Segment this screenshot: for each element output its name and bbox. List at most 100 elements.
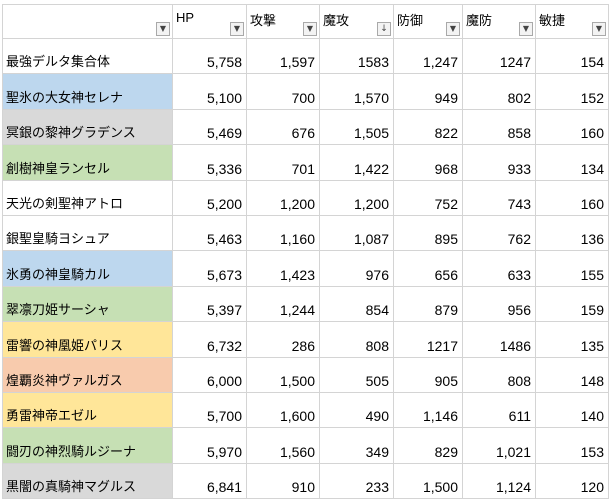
stat-cell[interactable]: 700 [246, 73, 320, 110]
filter-dropdown-icon[interactable]: ▼ [519, 22, 533, 36]
stat-cell[interactable]: 656 [393, 250, 463, 287]
stat-cell[interactable]: 1,500 [246, 356, 320, 393]
stat-cell[interactable]: 286 [246, 321, 320, 358]
stat-cell[interactable]: 956 [462, 285, 536, 323]
character-name-cell[interactable]: 冥銀の黎神グラデンス [2, 108, 173, 146]
stat-cell[interactable]: 140 [535, 391, 609, 429]
stat-cell[interactable]: 5,673 [172, 250, 247, 287]
stat-cell[interactable]: 1583 [319, 37, 394, 75]
character-name-cell[interactable]: 氷勇の神皇騎カル [2, 250, 173, 287]
stat-cell[interactable]: 148 [535, 356, 609, 393]
header-cell-attack[interactable]: 攻撃 ▼ [246, 4, 320, 39]
stat-cell[interactable]: 1,247 [393, 37, 463, 75]
stat-cell[interactable]: 160 [535, 108, 609, 146]
character-name-cell[interactable]: 雷響の神凰姫パリス [2, 321, 173, 358]
stat-cell[interactable]: 1,200 [246, 179, 320, 216]
stat-cell[interactable]: 1,124 [462, 462, 536, 499]
stat-cell[interactable]: 160 [535, 179, 609, 216]
character-name-cell[interactable]: 煌覇炎神ヴァルガス [2, 356, 173, 393]
stat-cell[interactable]: 879 [393, 285, 463, 323]
header-cell-agility[interactable]: 敏捷 ▼ [535, 4, 609, 39]
stat-cell[interactable]: 701 [246, 144, 320, 181]
stat-cell[interactable]: 976 [319, 250, 394, 287]
stat-cell[interactable]: 895 [393, 214, 463, 252]
stat-cell[interactable]: 155 [535, 250, 609, 287]
character-name-cell[interactable]: 創樹神皇ランセル [2, 144, 173, 181]
stat-cell[interactable]: 5,700 [172, 391, 247, 429]
filter-dropdown-icon[interactable]: ▼ [446, 22, 460, 36]
stat-cell[interactable]: 611 [462, 391, 536, 429]
character-name-cell[interactable]: 最強デルタ集合体 [2, 37, 173, 75]
stat-cell[interactable]: 808 [319, 321, 394, 358]
stat-cell[interactable]: 1,021 [462, 427, 536, 464]
stat-cell[interactable]: 233 [319, 462, 394, 499]
stat-cell[interactable]: 5,463 [172, 214, 247, 252]
stat-cell[interactable]: 910 [246, 462, 320, 499]
stat-cell[interactable]: 752 [393, 179, 463, 216]
stat-cell[interactable]: 159 [535, 285, 609, 323]
stat-cell[interactable]: 505 [319, 356, 394, 393]
stat-cell[interactable]: 1,200 [319, 179, 394, 216]
stat-cell[interactable]: 1,597 [246, 37, 320, 75]
stat-cell[interactable]: 829 [393, 427, 463, 464]
stat-cell[interactable]: 1,570 [319, 73, 394, 110]
stat-cell[interactable]: 1486 [462, 321, 536, 358]
stat-cell[interactable]: 1,422 [319, 144, 394, 181]
stat-cell[interactable]: 5,397 [172, 285, 247, 323]
header-cell-name[interactable]: ▼ [2, 4, 173, 39]
stat-cell[interactable]: 633 [462, 250, 536, 287]
stat-cell[interactable]: 933 [462, 144, 536, 181]
stat-cell[interactable]: 1,505 [319, 108, 394, 146]
stat-cell[interactable]: 153 [535, 427, 609, 464]
stat-cell[interactable]: 808 [462, 356, 536, 393]
stat-cell[interactable]: 1,500 [393, 462, 463, 499]
filter-dropdown-icon[interactable]: ▼ [303, 22, 317, 36]
stat-cell[interactable]: 1,244 [246, 285, 320, 323]
stat-cell[interactable]: 1,423 [246, 250, 320, 287]
header-cell-hp[interactable]: HP ▼ [172, 4, 247, 39]
stat-cell[interactable]: 1217 [393, 321, 463, 358]
stat-cell[interactable]: 134 [535, 144, 609, 181]
stat-cell[interactable]: 1,087 [319, 214, 394, 252]
stat-cell[interactable]: 349 [319, 427, 394, 464]
character-name-cell[interactable]: 天光の剣聖神アトロ [2, 179, 173, 216]
stat-cell[interactable]: 5,970 [172, 427, 247, 464]
stat-cell[interactable]: 762 [462, 214, 536, 252]
stat-cell[interactable]: 5,336 [172, 144, 247, 181]
stat-cell[interactable]: 136 [535, 214, 609, 252]
character-name-cell[interactable]: 闘刃の神烈騎ルジーナ [2, 427, 173, 464]
stat-cell[interactable]: 152 [535, 73, 609, 110]
filter-dropdown-icon[interactable]: ▼ [230, 22, 244, 36]
character-name-cell[interactable]: 翠凛刀姫サーシャ [2, 285, 173, 323]
stat-cell[interactable]: 858 [462, 108, 536, 146]
stat-cell[interactable]: 154 [535, 37, 609, 75]
stat-cell[interactable]: 1,160 [246, 214, 320, 252]
stat-cell[interactable]: 822 [393, 108, 463, 146]
stat-cell[interactable]: 490 [319, 391, 394, 429]
character-name-cell[interactable]: 銀聖皇騎ヨシュア [2, 214, 173, 252]
filter-dropdown-icon[interactable]: ▼ [156, 22, 170, 36]
character-name-cell[interactable]: 黒闇の真騎神マグルス [2, 462, 173, 499]
stat-cell[interactable]: 5,200 [172, 179, 247, 216]
stat-cell[interactable]: 135 [535, 321, 609, 358]
character-name-cell[interactable]: 聖氷の大女神セレナ [2, 73, 173, 110]
stat-cell[interactable]: 5,100 [172, 73, 247, 110]
header-cell-defense[interactable]: 防御 ▼ [393, 4, 463, 39]
stat-cell[interactable]: 1,600 [246, 391, 320, 429]
stat-cell[interactable]: 1,146 [393, 391, 463, 429]
stat-cell[interactable]: 1,560 [246, 427, 320, 464]
stat-cell[interactable]: 854 [319, 285, 394, 323]
character-name-cell[interactable]: 勇雷神帝エゼル [2, 391, 173, 429]
stat-cell[interactable]: 6,732 [172, 321, 247, 358]
header-cell-magic-attack[interactable]: 魔攻 ↓ [319, 4, 394, 39]
stat-cell[interactable]: 949 [393, 73, 463, 110]
sort-desc-filter-icon[interactable]: ↓ [377, 22, 391, 36]
stat-cell[interactable]: 743 [462, 179, 536, 216]
stat-cell[interactable]: 5,469 [172, 108, 247, 146]
stat-cell[interactable]: 905 [393, 356, 463, 393]
stat-cell[interactable]: 968 [393, 144, 463, 181]
filter-dropdown-icon[interactable]: ▼ [592, 22, 606, 36]
stat-cell[interactable]: 676 [246, 108, 320, 146]
stat-cell[interactable]: 120 [535, 462, 609, 499]
stat-cell[interactable]: 1247 [462, 37, 536, 75]
